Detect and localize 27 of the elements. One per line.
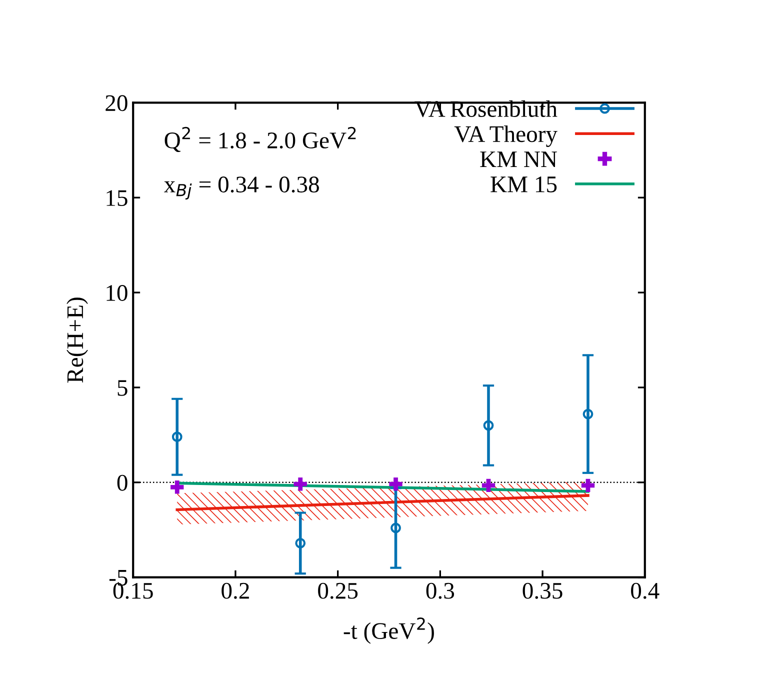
annotation: Q$^{2}$ = 1.8 - 2.0 GeV$^{2}$ [164, 126, 356, 152]
y-tick-label: 5 [118, 380, 128, 396]
point [172, 432, 182, 442]
x-tick-label: 0.35 [522, 582, 562, 599]
y-axis-title: Re(H+E) [66, 298, 88, 383]
point [482, 478, 496, 492]
point [483, 420, 494, 431]
point [581, 478, 595, 492]
y-tick-label: 20 [106, 95, 128, 112]
legend-label: VA Theory [454, 125, 558, 147]
x-tick-label: 0.3 [426, 582, 454, 599]
x-tick-label: 0.2 [222, 582, 249, 599]
annotation: x$_{Bj}$ = 0.34 - 0.38 [164, 176, 319, 200]
point [389, 478, 402, 491]
x-tick-label: 0.25 [318, 582, 358, 599]
y-tick-label: 15 [106, 190, 128, 206]
legend-label: KM NN [480, 152, 557, 168]
point [170, 480, 184, 494]
y-tick-label: 10 [106, 285, 128, 301]
point [294, 478, 307, 491]
x-axis-title: -t (GeV$^{2}$) [344, 617, 434, 644]
point [390, 522, 401, 534]
legend-label: KM 15 [490, 176, 557, 192]
point [295, 538, 306, 548]
point [582, 408, 594, 420]
y-tick-label: 0 [117, 474, 128, 491]
x-tick-label: 0.4 [631, 582, 660, 599]
